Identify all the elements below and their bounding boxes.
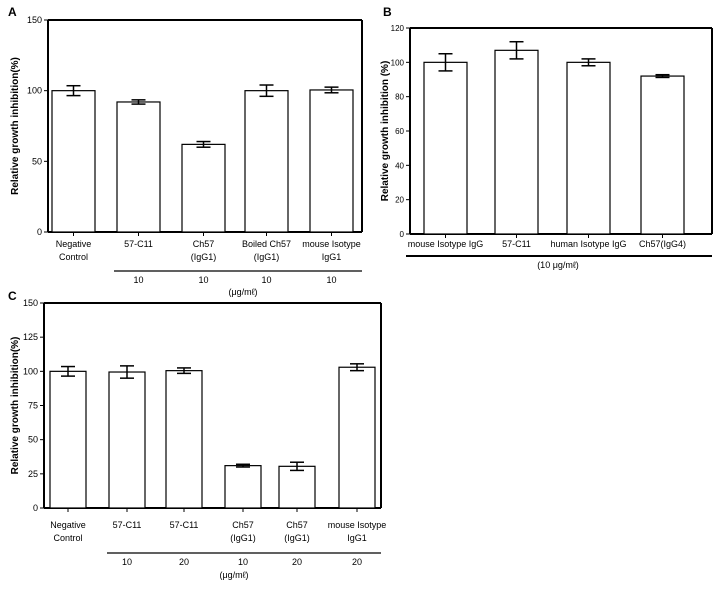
y-tick-label: 0 xyxy=(33,503,38,513)
bar xyxy=(244,90,289,233)
unit-label: (10 μg/mℓ) xyxy=(537,260,579,270)
y-tick-label: 50 xyxy=(28,435,38,445)
dose-label: 20 xyxy=(179,557,189,567)
x-tick-label: (IgG1) xyxy=(230,533,256,543)
x-tick-label: 57-C11 xyxy=(502,239,531,249)
bar xyxy=(640,75,685,235)
unit-label: (μg/mℓ) xyxy=(228,287,257,297)
bar xyxy=(309,89,354,233)
bar xyxy=(224,465,262,509)
y-tick-label: 150 xyxy=(23,298,38,308)
unit-label: (μg/mℓ) xyxy=(219,570,248,580)
dose-label: 10 xyxy=(122,557,132,567)
y-axis-label: Relative growth inhibition(%) xyxy=(10,337,21,475)
x-tick-label: Ch57 xyxy=(232,520,254,530)
y-axis-label: Relative growth inhibition (%) xyxy=(380,61,391,202)
y-tick-label: 125 xyxy=(23,332,38,342)
x-tick-label: 57-C11 xyxy=(113,520,142,530)
x-tick-label: Control xyxy=(59,252,88,262)
x-tick-label: Boiled Ch57 xyxy=(242,239,291,249)
x-tick-label: mouse Isotype xyxy=(302,239,361,249)
x-tick-label: (IgG1) xyxy=(191,252,217,262)
x-tick-label: Negative xyxy=(50,520,86,530)
panel-letter: A xyxy=(8,5,17,19)
x-tick-label: mouse Isotype IgG xyxy=(408,239,484,249)
x-tick-label: human Isotype IgG xyxy=(550,239,626,249)
x-tick-label: Negative xyxy=(56,239,92,249)
x-tick-label: mouse Isotype xyxy=(328,520,387,530)
panel-letter: C xyxy=(8,289,17,303)
bar xyxy=(566,61,611,235)
y-tick-label: 100 xyxy=(27,86,42,96)
y-tick-label: 100 xyxy=(23,366,38,376)
y-tick-label: 25 xyxy=(28,469,38,479)
x-tick-label: Ch57 xyxy=(193,239,215,249)
y-tick-label: 100 xyxy=(391,58,405,67)
x-tick-label: Control xyxy=(53,533,82,543)
x-tick-label: (IgG1) xyxy=(284,533,310,543)
x-tick-label: Ch57(IgG4) xyxy=(639,239,686,249)
dose-label: 20 xyxy=(292,557,302,567)
dose-label: 10 xyxy=(238,557,248,567)
y-tick-label: 0 xyxy=(37,227,42,237)
y-axis-label: Relative growth inhibition(%) xyxy=(10,57,21,195)
y-tick-label: 40 xyxy=(395,161,404,170)
x-tick-label: IgG1 xyxy=(347,533,367,543)
dose-label: 10 xyxy=(198,275,208,285)
x-tick-label: 57-C11 xyxy=(170,520,199,530)
bar xyxy=(108,371,146,509)
y-tick-label: 0 xyxy=(400,230,405,239)
bar xyxy=(165,370,203,509)
y-tick-label: 50 xyxy=(32,156,42,166)
y-tick-label: 150 xyxy=(27,15,42,25)
bar xyxy=(181,143,226,233)
bar xyxy=(51,90,96,233)
bar xyxy=(338,366,376,509)
x-tick-label: 57-C11 xyxy=(124,239,153,249)
bar xyxy=(49,370,87,509)
bar xyxy=(423,61,468,235)
bar xyxy=(494,49,539,235)
bar xyxy=(116,101,161,233)
y-tick-label: 120 xyxy=(391,24,405,33)
dose-label: 20 xyxy=(352,557,362,567)
y-tick-label: 75 xyxy=(28,401,38,411)
bar xyxy=(278,465,316,509)
dose-label: 10 xyxy=(133,275,143,285)
y-tick-label: 20 xyxy=(395,196,404,205)
x-tick-label: IgG1 xyxy=(322,252,342,262)
chart-panel-c: C 0 25 50 75 100 125 150 Relative growth inhibit… xyxy=(8,289,386,580)
x-tick-label: (IgG1) xyxy=(254,252,280,262)
y-tick-label: 80 xyxy=(395,93,404,102)
chart-panel-b: B 0 20 40 60 80 100 120 Relative growth inhibiti… xyxy=(380,5,713,270)
panel-letter: B xyxy=(383,5,392,19)
chart-panel-a: A 0 50 100 150 Relative growth inhibition(%) N… xyxy=(8,5,363,297)
dose-label: 10 xyxy=(326,275,336,285)
dose-label: 10 xyxy=(261,275,271,285)
y-tick-label: 60 xyxy=(395,127,404,136)
x-tick-label: Ch57 xyxy=(286,520,308,530)
